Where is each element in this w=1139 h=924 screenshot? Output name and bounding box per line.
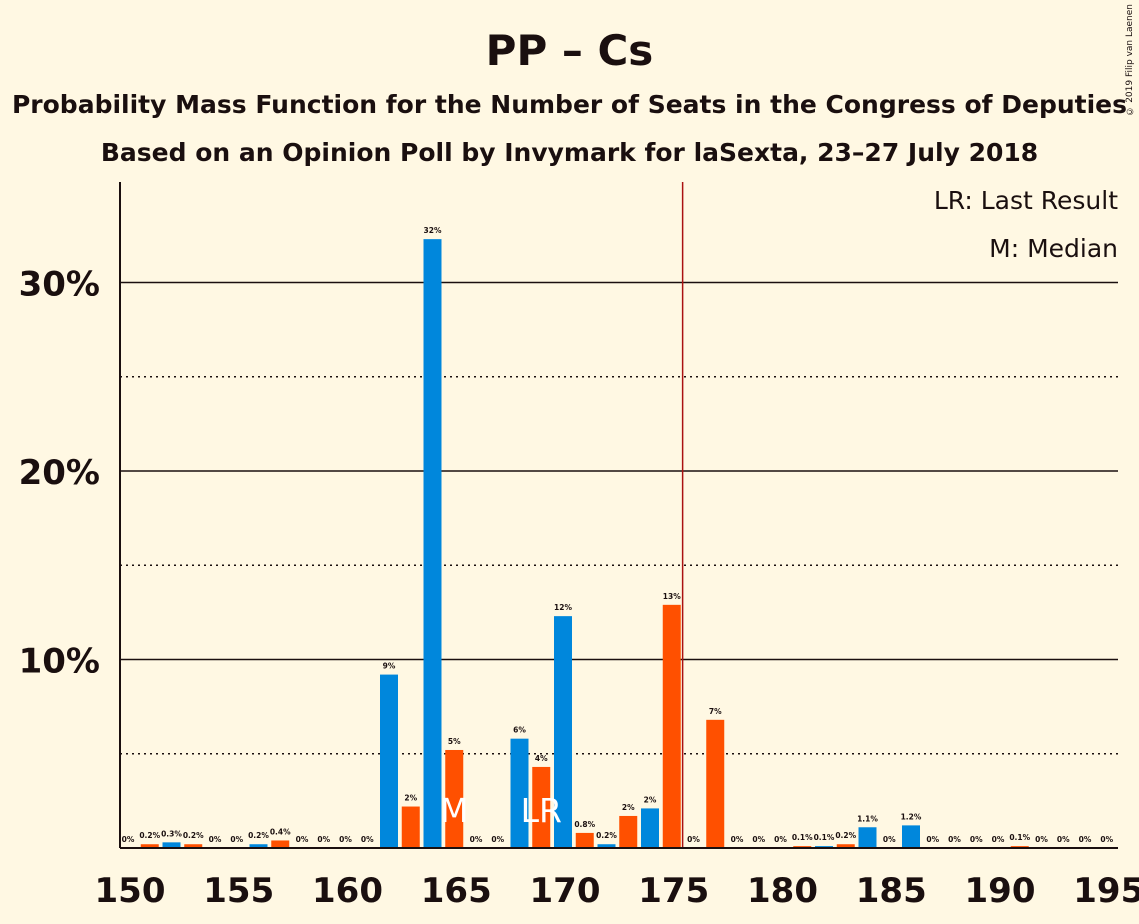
bar-value-label: 1.1% xyxy=(857,814,878,823)
bar-173 xyxy=(619,815,638,848)
bar-169 xyxy=(532,766,551,848)
bar-value-label: 0.2% xyxy=(248,831,269,840)
bar-value-label: 7% xyxy=(709,707,722,716)
bar-183 xyxy=(836,844,855,848)
bar-value-label: 2% xyxy=(622,803,635,812)
grid-lines xyxy=(120,281,1118,755)
bar-value-label: 13% xyxy=(663,592,681,601)
bar-152 xyxy=(162,842,181,848)
bar-value-label: 0% xyxy=(883,835,896,844)
bar-value-label: 0% xyxy=(1079,835,1092,844)
bar-value-label: 0% xyxy=(470,835,483,844)
marker-m: M xyxy=(440,791,468,830)
bar-162 xyxy=(380,674,398,848)
x-tick-label: 155 xyxy=(203,871,274,911)
bar-value-label: 0% xyxy=(1100,835,1113,844)
bar-value-label: 0.2% xyxy=(835,831,856,840)
bar-value-label: 9% xyxy=(383,662,396,671)
bar-170 xyxy=(554,616,572,848)
bar-value-label: 0.2% xyxy=(183,831,204,840)
bar-value-label: 0% xyxy=(731,835,744,844)
bar-value-label: 0% xyxy=(491,835,504,844)
bar-value-label: 0.1% xyxy=(814,833,835,842)
bar-174 xyxy=(641,808,659,848)
bar-value-label: 0.1% xyxy=(792,833,813,842)
bar-value-label: 0.2% xyxy=(139,831,160,840)
bar-168 xyxy=(510,738,529,848)
bar-value-label: 6% xyxy=(513,726,526,735)
y-tick-label: 10% xyxy=(19,642,100,682)
bar-157 xyxy=(271,840,290,848)
chart-title: PP – Cs xyxy=(485,26,654,75)
bar-value-label: 0% xyxy=(209,835,222,844)
bar-value-label: 32% xyxy=(424,226,442,235)
bar-value-label: 0% xyxy=(317,835,330,844)
bar-value-label: 0% xyxy=(948,835,961,844)
bar-value-label: 0% xyxy=(230,835,243,844)
bar-171 xyxy=(575,832,594,848)
legend-last-result: LR: Last Result xyxy=(934,186,1118,215)
x-tick-label: 150 xyxy=(95,871,166,911)
bar-value-label: 0.1% xyxy=(1009,833,1030,842)
bar-value-label: 2% xyxy=(644,795,657,804)
bar-value-label: 0% xyxy=(992,835,1005,844)
x-tick-label: 165 xyxy=(421,871,492,911)
bar-value-label: 0% xyxy=(752,835,765,844)
x-tick-label: 180 xyxy=(747,871,818,911)
bar-value-label: 0% xyxy=(926,835,939,844)
axes: 10% 20% 30% 150 155 160 165 170 175 180 185 190 195 xyxy=(19,182,1139,911)
chart-subtitle-source: Based on an Opinion Poll by Invymark for… xyxy=(100,138,1039,167)
bar-153 xyxy=(184,844,203,848)
legend: LR: Last Result M: Median xyxy=(934,186,1118,263)
bar-value-label: 0.4% xyxy=(270,827,291,836)
bar-value-label: 0% xyxy=(970,835,983,844)
bar-value-label: 0% xyxy=(361,835,374,844)
bar-value-label: 0% xyxy=(122,835,135,844)
bar-markers: M LR xyxy=(440,791,562,830)
bar-175 xyxy=(662,604,681,848)
chart-subtitle: Probability Mass Function for the Number… xyxy=(11,90,1128,119)
bar-value-label: 0% xyxy=(687,835,700,844)
bar-151 xyxy=(140,844,159,848)
x-tick-label: 195 xyxy=(1073,871,1139,911)
bar-value-label: 1.2% xyxy=(901,812,922,821)
bar-177 xyxy=(706,719,725,848)
bar-value-label: 4% xyxy=(535,754,548,763)
bar-184 xyxy=(858,827,877,848)
y-tick-label: 20% xyxy=(19,453,100,493)
x-tick-label: 170 xyxy=(530,871,601,911)
bar-value-label: 0.2% xyxy=(596,831,617,840)
bar-value-label: 0% xyxy=(1035,835,1048,844)
bar-value-label: 12% xyxy=(554,603,572,612)
y-tick-label: 30% xyxy=(19,265,100,305)
bar-163 xyxy=(401,806,420,848)
bar-value-label: 0% xyxy=(339,835,352,844)
bar-value-labels: 0% 0.2% 0.3% 0.2% 0% 0% 0.2% 0.4%0% 0% 0% 0%9%2%32… xyxy=(122,226,1114,844)
bar-value-label: 2% xyxy=(404,794,417,803)
bar-value-label: 0.3% xyxy=(161,829,182,838)
bar-series xyxy=(140,239,1029,848)
bar-value-label: 0% xyxy=(1057,835,1070,844)
bar-165 xyxy=(445,749,464,848)
bar-186 xyxy=(902,825,920,848)
marker-lr: LR xyxy=(521,791,562,830)
x-tick-label: 160 xyxy=(312,871,383,911)
x-tick-label: 190 xyxy=(965,871,1036,911)
x-tick-label: 185 xyxy=(856,871,927,911)
bar-164 xyxy=(423,239,442,848)
x-tick-label: 175 xyxy=(638,871,709,911)
legend-median: M: Median xyxy=(989,234,1118,263)
bar-value-label: 0% xyxy=(296,835,309,844)
bar-value-label: 0.8% xyxy=(574,820,595,829)
bar-156 xyxy=(249,844,268,848)
bar-172 xyxy=(597,844,616,848)
bar-value-label: 0% xyxy=(774,835,787,844)
bar-value-label: 5% xyxy=(448,737,461,746)
